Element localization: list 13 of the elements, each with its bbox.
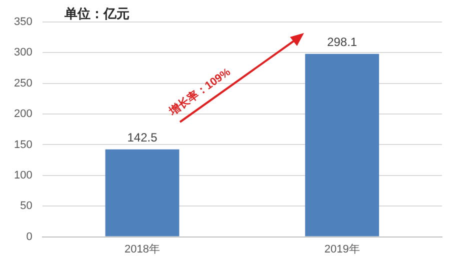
chart-subtitle: 单位：亿元 — [63, 6, 130, 22]
data-label: 298.1 — [327, 35, 358, 50]
data-label: 142.5 — [127, 130, 158, 145]
y-tick-label: 100 — [14, 169, 32, 182]
y-tick-label: 200 — [14, 108, 32, 120]
y-tick-label: 350 — [14, 16, 32, 28]
x-tick-label: 2019年 — [324, 243, 360, 256]
x-tick-label: 2018年 — [124, 243, 160, 256]
y-tick-label: 150 — [14, 138, 32, 151]
y-tick-label: 50 — [20, 200, 32, 212]
y-tick-label: 300 — [14, 46, 32, 59]
y-tick-label: 0 — [26, 230, 32, 243]
y-tick-label: 250 — [14, 77, 32, 90]
